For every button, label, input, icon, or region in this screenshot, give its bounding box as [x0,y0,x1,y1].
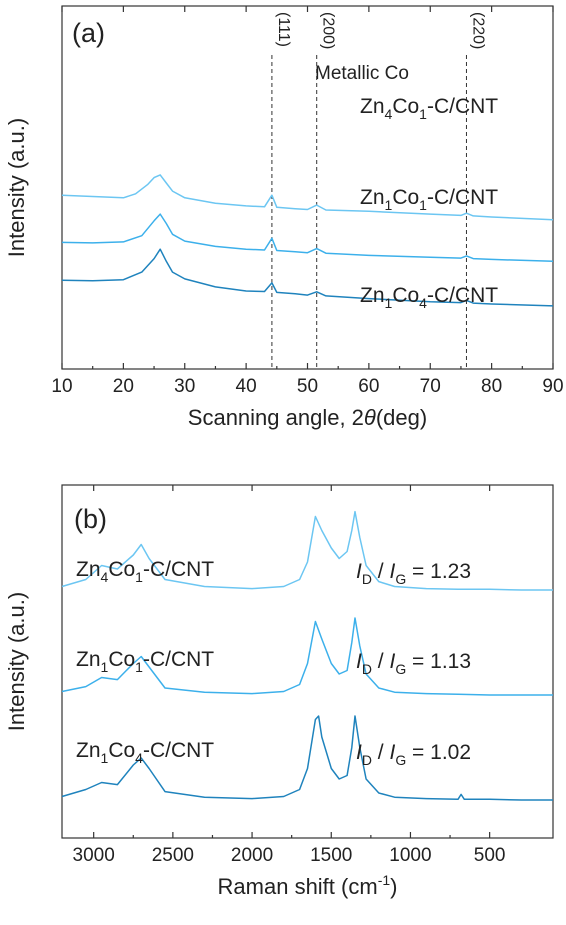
x-tick-label: 500 [474,845,506,866]
miller-index-label: (220) [469,12,486,49]
metallic-co-annotation: Metallic Co [315,63,409,84]
x-tick-label: 30 [174,376,195,397]
series-label: Zn1Co1-C/CNT [360,186,498,213]
id-ig-ratio-label: ID / IG = 1.13 [356,650,471,677]
x-tick-label: 2000 [231,845,273,866]
panel-tag: (a) [72,18,105,48]
panel-tag: (b) [74,504,107,534]
x-tick-label: 1500 [310,845,352,866]
x-tick-label: 2500 [152,845,194,866]
x-tick-label: 90 [542,376,563,397]
series-label: Zn1Co1-C/CNT [76,648,214,675]
x-tick-label: 10 [51,376,72,397]
id-ig-ratio-label: ID / IG = 1.02 [356,741,471,768]
series-label: Zn1Co4-C/CNT [76,739,214,766]
x-tick-label: 60 [358,376,379,397]
x-tick-label: 3000 [73,845,115,866]
x-tick-label: 50 [297,376,318,397]
series-label: Zn4Co1-C/CNT [76,558,214,585]
y-axis-title: Intensity (a.u.) [4,592,29,731]
x-tick-label: 20 [113,376,134,397]
miller-index-label: (111) [275,12,292,47]
series-line [61,617,553,696]
miller-index-label: (200) [320,12,337,49]
x-axis-title: Raman shift (cm-1) [218,872,398,899]
series-label: Zn4Co1-C/CNT [360,95,498,122]
series-label: Zn1Co4-C/CNT [360,284,498,311]
x-tick-label: 40 [236,376,257,397]
panel-b-raman: 3000 2500 2000 1500 1000 500 Raman shift (cm-1… [4,484,554,899]
series-line [61,715,553,801]
series-line [61,248,554,307]
panel-a-xrd: 10 20 30 40 50 60 70 80 90 Scanning angle, 2θ(deg… [4,5,564,430]
id-ig-ratio-label: ID / IG = 1.23 [356,560,471,587]
x-tick-label: 1000 [389,845,431,866]
series-line [61,174,554,221]
x-axis-title: Scanning angle, 2θ(deg) [188,405,427,430]
x-tick-label: 80 [481,376,502,397]
series-line [61,213,554,263]
x-tick-label: 70 [420,376,441,397]
y-axis-title: Intensity (a.u.) [4,118,29,257]
series-line [61,510,553,591]
plot-frame [61,484,554,839]
